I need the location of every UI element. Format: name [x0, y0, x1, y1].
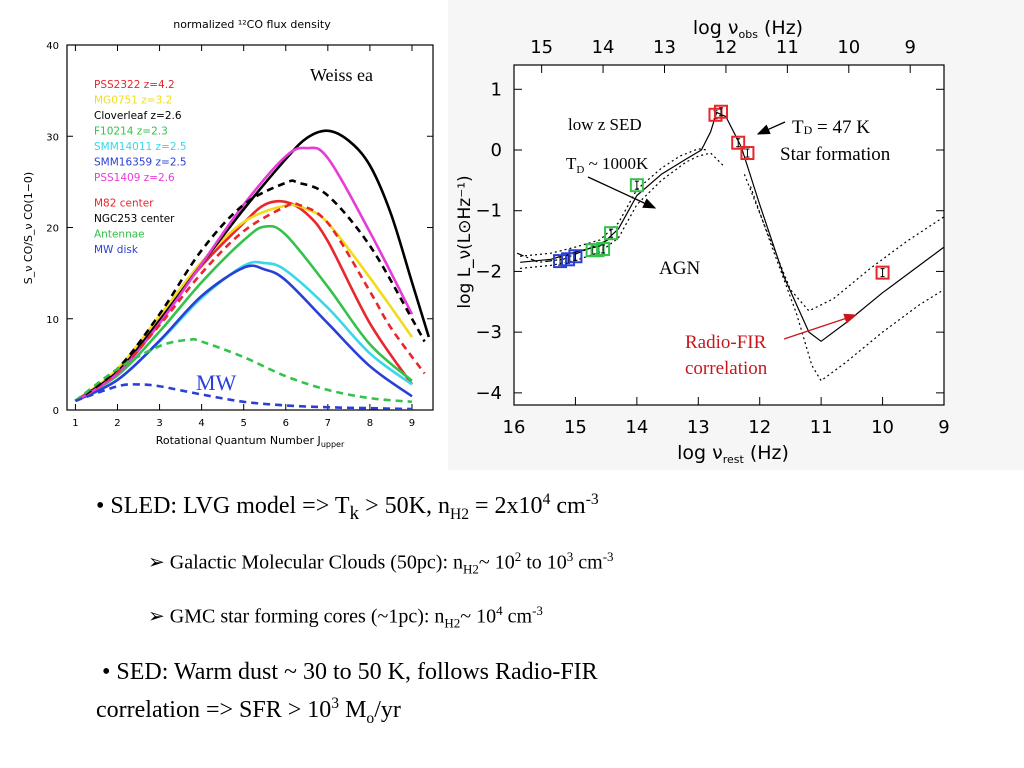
sed-template-curve: [520, 148, 708, 257]
sed-top-tick-label: 10: [837, 37, 860, 58]
sed-data-point: [740, 146, 755, 161]
radio-fir-label-line1: Radio-FIR: [685, 332, 767, 353]
bullet-sed-line1: • SED: Warm dust ~ 30 to 50 K, follows R…: [102, 659, 598, 686]
sled-legend-entry: Antennae: [94, 229, 145, 241]
sed-top-tick-label: 12: [714, 37, 737, 58]
sled-y-tick-label: 40: [46, 41, 59, 52]
bullet-sed: • SED: Warm dust ~ 30 to 50 K, follows R…: [96, 656, 996, 735]
sed-bottom-axis-label: log νrest (Hz): [677, 442, 789, 466]
sed-y-tick-label: −2: [475, 261, 502, 282]
sed-template-curve: [520, 152, 724, 269]
sled-y-tick-label: 20: [46, 224, 59, 235]
sed-x-tick-label: 12: [748, 417, 771, 438]
td-47k-arrow: [756, 121, 786, 135]
sled-legend-entry: NGC253 center: [94, 213, 175, 225]
sed-template-curve: [743, 174, 945, 312]
sed-y-axis-label: log L_ν(L⊙Hz⁻¹): [455, 175, 475, 308]
sled-series-line: [74, 383, 412, 410]
sled-x-tick-label: 7: [325, 418, 331, 429]
sub-bullet-gmc-cores: ➢ GMC star forming cores (~1pc): nH2~ 10…: [148, 603, 543, 632]
sed-y-tick-label: 1: [491, 79, 502, 100]
sed-data-point: [568, 249, 583, 264]
sed-chart: 16 15 14 13 12 11 10 9 15 14 13 12 11 10 9 1 0 −1 −2 −3 −4 l…: [448, 0, 1024, 470]
sed-x-tick-label: 9: [938, 417, 949, 438]
sled-legend-entry: SMM14011 z=2.5: [94, 141, 187, 153]
sed-top-tick-label: 9: [904, 37, 915, 58]
sled-y-axis-label: S_ν CO/S_ν CO(1−0): [22, 172, 35, 284]
td-1000k-label: TD ~ 1000K: [566, 154, 649, 176]
sled-series-line: [74, 337, 413, 404]
sled-legend-entry: M82 center: [94, 198, 154, 210]
sed-plot-frame: [513, 64, 945, 406]
sed-y-tick-label: −1: [475, 201, 502, 222]
sed-x-tick-label: 11: [810, 417, 833, 438]
sed-data-point: [596, 241, 611, 256]
radio-fir-arrow: [783, 313, 858, 340]
sled-chart-svg: normalized ¹²CO flux density 1 2 3 4 5 6 7 8 9 0 1…: [22, 18, 434, 449]
sub-bullet-galactic-clouds: ➢ Galactic Molecular Clouds (50pc): nH2~…: [148, 548, 614, 577]
radio-fir-label-line2: correlation: [685, 358, 768, 379]
sed-data-point: [604, 226, 619, 241]
sled-series-line: [74, 260, 413, 403]
sled-series-line: [74, 129, 431, 402]
sed-top-tick-label: 15: [530, 37, 553, 58]
sled-legend-entry: PSS1409 z=2.6: [94, 172, 175, 184]
sed-data-point: [714, 104, 729, 119]
bullet-sled: • SLED: LVG model => Tk > 50K, nH2 = 2x1…: [96, 491, 599, 524]
bullet-list: • SLED: LVG model => Tk > 50K, nH2 = 2x1…: [96, 484, 996, 735]
star-formation-label: Star formation: [780, 144, 891, 165]
low-z-sed-label: low z SED: [568, 115, 642, 134]
sed-top-tick-label: 11: [776, 37, 799, 58]
sled-x-tick-label: 5: [241, 418, 247, 429]
sed-data-point: [875, 265, 890, 280]
sled-x-tick-label: 2: [114, 418, 120, 429]
sled-x-tick-label: 4: [198, 418, 204, 429]
td-47k-label: TD = 47 K: [792, 117, 870, 138]
sled-y-tick-label: 10: [46, 315, 59, 326]
sled-legend-entry: Cloverleaf z=2.6: [94, 110, 182, 122]
sed-y-tick-label: 0: [491, 140, 502, 161]
td-1000k-arrow: [587, 176, 657, 209]
sled-y-tick-label: 30: [46, 132, 59, 143]
sed-template-curve: [749, 186, 945, 382]
agn-label: AGN: [659, 258, 700, 279]
sled-series-line: [74, 201, 426, 402]
sled-series-line: [74, 179, 426, 402]
sled-x-tick-label: 9: [409, 418, 415, 429]
sed-y-tick-label: −4: [475, 383, 502, 404]
sled-chart-title: normalized ¹²CO flux density: [173, 18, 331, 31]
sled-x-axis-label: Rotational Quantum Number Jupper: [156, 434, 345, 449]
bullet-sed-line2: correlation => SFR > 103 Mo/yr: [96, 695, 401, 727]
sed-chart-svg: 16 15 14 13 12 11 10 915 14 13 12 11 10 910−1−2−3−4 l…: [455, 17, 950, 466]
sled-chart: normalized ¹²CO flux density 1 2 3 4 5 6 7 8 9 0 1…: [0, 0, 450, 460]
sled-y-tick-label: 0: [53, 406, 59, 417]
sled-legend-entry: F10214 z=2.3: [94, 126, 168, 138]
sled-x-tick-label: 8: [367, 418, 373, 429]
sed-x-tick-label: 14: [625, 417, 648, 438]
sed-x-tick-label: 13: [687, 417, 710, 438]
sed-data-point: [731, 135, 746, 150]
sled-series-line: [74, 264, 413, 403]
sled-legend-entry: MG0751 z=3.2: [94, 95, 172, 107]
sed-x-tick-label: 15: [564, 417, 587, 438]
sed-top-tick-label: 14: [592, 37, 615, 58]
mw-annotation: MW: [196, 370, 237, 395]
sled-legend-entry: SMM16359 z=2.5: [94, 157, 187, 169]
sled-legend-entry: MW disk: [94, 244, 139, 256]
sled-series-line: [74, 224, 413, 402]
sed-top-tick-label: 13: [653, 37, 676, 58]
sed-x-tick-label: 10: [871, 417, 894, 438]
weiss-annotation: Weiss ea: [310, 65, 373, 85]
sled-x-tick-label: 1: [72, 418, 78, 429]
sed-top-axis-label: log νobs (Hz): [693, 17, 803, 41]
sed-x-tick-label: 16: [503, 417, 526, 438]
sed-y-tick-label: −3: [475, 322, 502, 343]
sed-data-point: [629, 178, 644, 193]
sled-x-tick-label: 3: [156, 418, 162, 429]
sed-template-curve: [516, 237, 613, 263]
sled-x-tick-label: 6: [283, 418, 289, 429]
sled-legend-entry: PSS2322 z=4.2: [94, 79, 175, 91]
